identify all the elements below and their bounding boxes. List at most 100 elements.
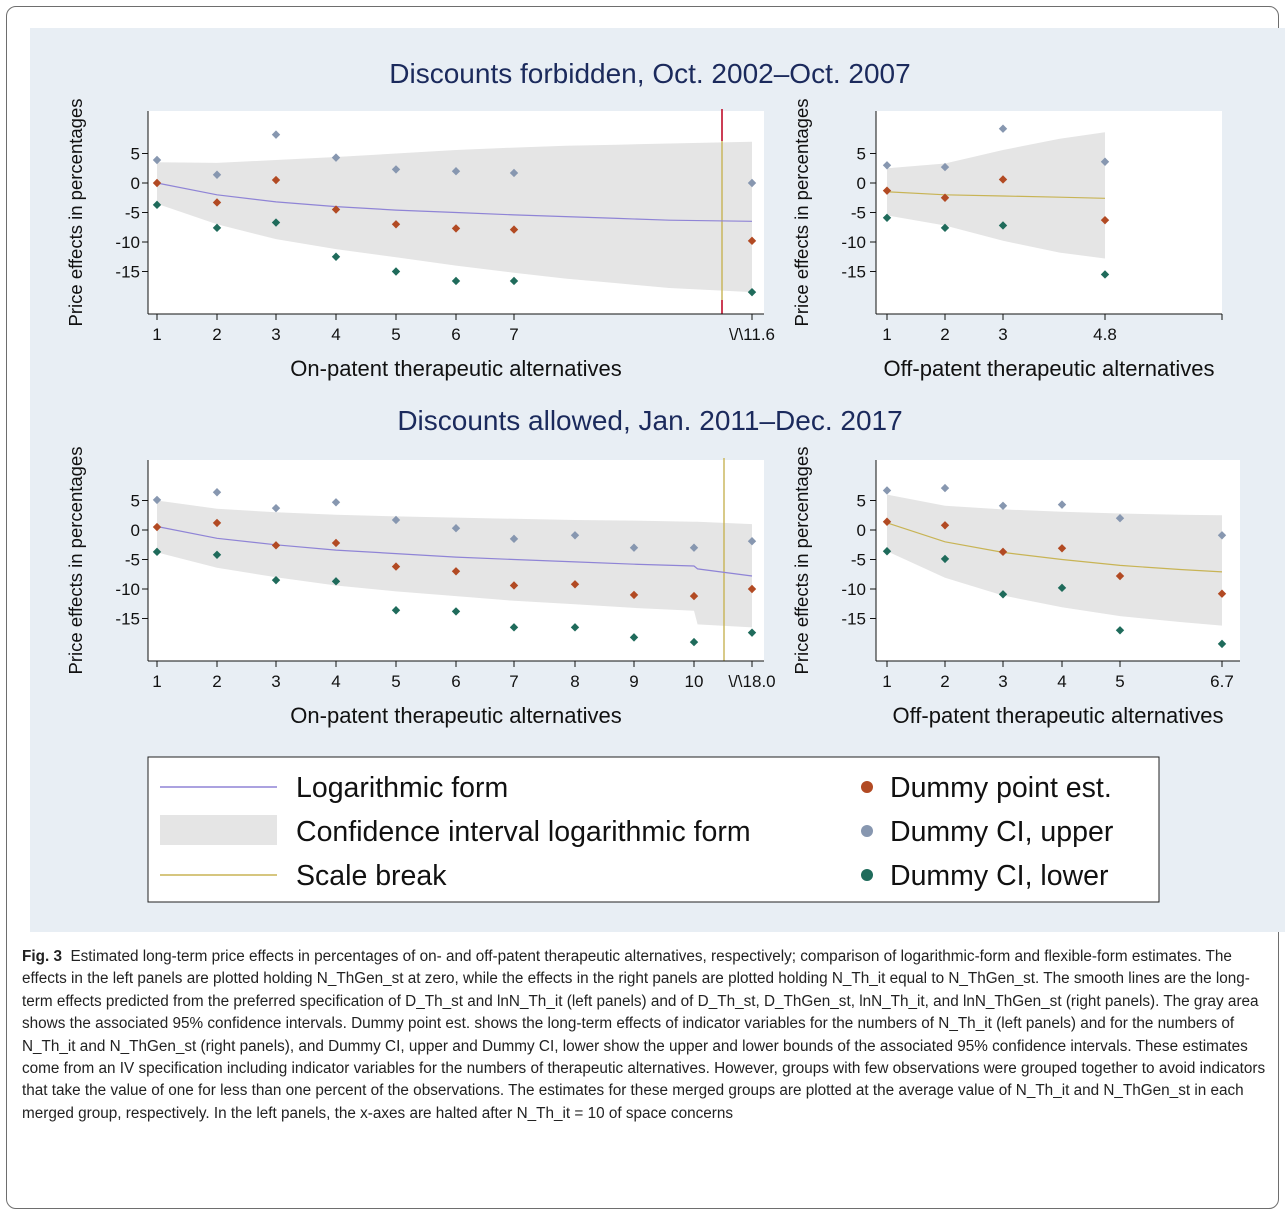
x-tick-label: 5 xyxy=(1115,672,1124,691)
point-est-point xyxy=(391,220,401,229)
ci-lower-point xyxy=(747,628,757,637)
x-tick-label: 2 xyxy=(940,672,949,691)
ci-lower-point xyxy=(998,590,1008,599)
ci-lower-point xyxy=(940,554,950,564)
log-fit-line xyxy=(886,191,1106,199)
x-tick-label: 3 xyxy=(998,325,1007,344)
point-est-point xyxy=(271,541,281,550)
ci-upper-point xyxy=(940,483,950,493)
ci-lower-point xyxy=(689,637,699,647)
ci-lower-point xyxy=(509,276,519,286)
y-tick-label: -15 xyxy=(115,263,140,282)
y-tick-label: 5 xyxy=(131,492,140,511)
panel-title: Discounts forbidden, Oct. 2002–Oct. 2007 xyxy=(389,58,910,89)
x-tick-label: 4 xyxy=(331,672,340,691)
point-est-point xyxy=(689,591,699,601)
ci-lower-point xyxy=(271,218,281,227)
x-axis-title: Off-patent therapeutic alternatives xyxy=(883,356,1214,381)
legend-point-est-label: Dummy point est. xyxy=(890,772,1112,804)
x-tick-label: 7 xyxy=(509,325,518,344)
ci-lower-point xyxy=(1217,639,1227,649)
ci-lower-point xyxy=(882,213,892,223)
ci-lower-point xyxy=(212,550,222,559)
y-tick-label: 5 xyxy=(131,145,140,164)
x-tick-label: 2 xyxy=(940,325,949,344)
y-tick-label: -10 xyxy=(115,233,140,252)
ci-lower-point xyxy=(152,547,162,557)
caption-label: Fig. 3 xyxy=(22,948,62,965)
y-tick-label: -15 xyxy=(841,610,866,629)
x-tick-label: 1 xyxy=(152,672,161,691)
point-est-point xyxy=(998,175,1008,184)
point-est-point xyxy=(1115,571,1125,581)
ci-lower-point xyxy=(331,577,341,586)
y-tick-label: -5 xyxy=(125,551,140,570)
point-est-point xyxy=(212,198,222,207)
y-tick-label: -15 xyxy=(115,610,140,629)
x-tick-label: \/\18.0 xyxy=(728,672,775,691)
ci-lower-point xyxy=(451,607,461,616)
ci-upper-point xyxy=(331,153,341,162)
x-tick-label: 4 xyxy=(1057,672,1066,691)
ci-upper-point xyxy=(747,537,757,546)
y-tick-label: -10 xyxy=(841,580,866,599)
x-tick-label: 8 xyxy=(570,672,579,691)
ci-upper-point xyxy=(391,515,401,525)
point-est-point xyxy=(212,518,222,528)
legend-ci-band-swatch xyxy=(160,815,277,845)
panel-top-left: 5 0 -5 -10 -15 1 2 3 4 5 6 7 \/\11.6 On-patent therap… xyxy=(65,58,911,381)
y-tick-label: 0 xyxy=(857,174,866,193)
ci-lower-point xyxy=(212,223,222,233)
x-tick-label: 6.7 xyxy=(1210,672,1234,691)
legend-log-form-label: Logarithmic form xyxy=(296,772,508,804)
point-est-point xyxy=(570,580,580,589)
ci-lower-point xyxy=(1115,626,1125,635)
ci-band xyxy=(887,494,1222,626)
point-est-point xyxy=(451,224,461,233)
figure-caption: Fig. 3 Estimated long-term price effects… xyxy=(22,946,1274,1125)
x-tick-label: 3 xyxy=(271,325,280,344)
panel-bottom-right: 5 0 -5 -10 -15 1 2 3 4 5 6.7 Off-patent therapeutic… xyxy=(791,447,1240,728)
y-tick-label: -10 xyxy=(841,233,866,252)
point-est-point xyxy=(152,522,162,532)
ci-lower-point xyxy=(391,606,401,615)
y-axis-title: Price effects in percentages xyxy=(65,447,86,675)
point-est-point xyxy=(998,547,1008,557)
ci-upper-point xyxy=(570,531,580,540)
point-est-point xyxy=(1100,215,1110,225)
ci-lower-point xyxy=(998,221,1008,230)
point-est-point xyxy=(747,584,757,594)
y-tick-label: 0 xyxy=(857,521,866,540)
x-tick-label: 2 xyxy=(212,672,221,691)
legend: Logarithmic form Confidence interval loga… xyxy=(147,756,1160,903)
ci-upper-point xyxy=(882,161,892,170)
x-tick-label: 1 xyxy=(152,325,161,344)
ci-upper-point xyxy=(451,167,461,176)
x-tick-label: 4 xyxy=(331,325,340,344)
point-est-point xyxy=(1217,589,1227,598)
x-tick-label: 9 xyxy=(629,672,638,691)
point-est-point xyxy=(940,193,950,202)
ci-lower-point xyxy=(271,575,281,585)
ci-upper-point xyxy=(998,124,1008,133)
x-tick-label: 6 xyxy=(451,325,460,344)
ci-lower-point xyxy=(570,623,580,632)
point-est-point xyxy=(509,225,519,234)
ci-upper-point xyxy=(882,486,892,495)
ci-lower-point xyxy=(882,547,892,556)
ci-upper-point xyxy=(331,498,341,507)
y-axis-title: Price effects in percentages xyxy=(791,99,812,327)
ci-upper-point xyxy=(998,501,1008,511)
ci-upper-point xyxy=(212,488,222,497)
point-est-point xyxy=(882,186,892,195)
legend-ci-band-label: Confidence interval logarithmic form xyxy=(296,816,751,848)
ci-upper-point xyxy=(1115,514,1125,523)
point-est-point xyxy=(629,590,639,600)
x-tick-label: \/\11.6 xyxy=(729,325,775,344)
x-tick-label: 10 xyxy=(685,672,704,691)
x-tick-label: 4.8 xyxy=(1093,325,1117,344)
ci-upper-point xyxy=(509,534,519,544)
log-fit-line xyxy=(886,522,1223,573)
y-tick-label: 5 xyxy=(857,492,866,511)
ci-lower-point xyxy=(451,276,461,286)
